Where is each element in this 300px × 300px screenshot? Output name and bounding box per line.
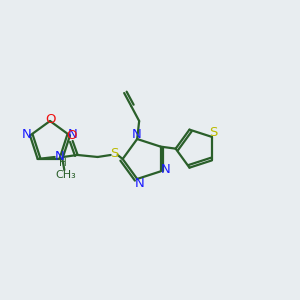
Text: S: S: [110, 148, 119, 160]
Text: N: N: [161, 163, 170, 176]
Text: N: N: [54, 150, 64, 163]
Text: N: N: [22, 128, 32, 141]
Text: N: N: [134, 178, 144, 190]
Text: CH₃: CH₃: [55, 170, 76, 181]
Text: N: N: [131, 128, 141, 140]
Text: N: N: [68, 128, 78, 141]
Text: O: O: [45, 113, 55, 126]
Text: O: O: [66, 130, 77, 142]
Text: H: H: [59, 158, 67, 168]
Text: S: S: [208, 126, 217, 140]
